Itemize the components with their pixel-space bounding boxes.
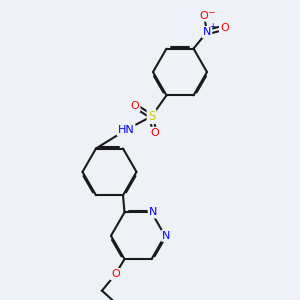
- Text: N: N: [149, 207, 157, 218]
- Text: −: −: [207, 8, 214, 16]
- Text: N: N: [162, 231, 171, 241]
- Text: O: O: [200, 11, 208, 21]
- Text: O: O: [111, 269, 120, 279]
- Text: N: N: [203, 27, 211, 37]
- Text: HN: HN: [118, 125, 134, 135]
- Text: +: +: [209, 22, 216, 31]
- Text: O: O: [130, 101, 140, 111]
- Text: S: S: [148, 110, 155, 123]
- Text: O: O: [150, 128, 159, 138]
- Text: O: O: [220, 22, 229, 33]
